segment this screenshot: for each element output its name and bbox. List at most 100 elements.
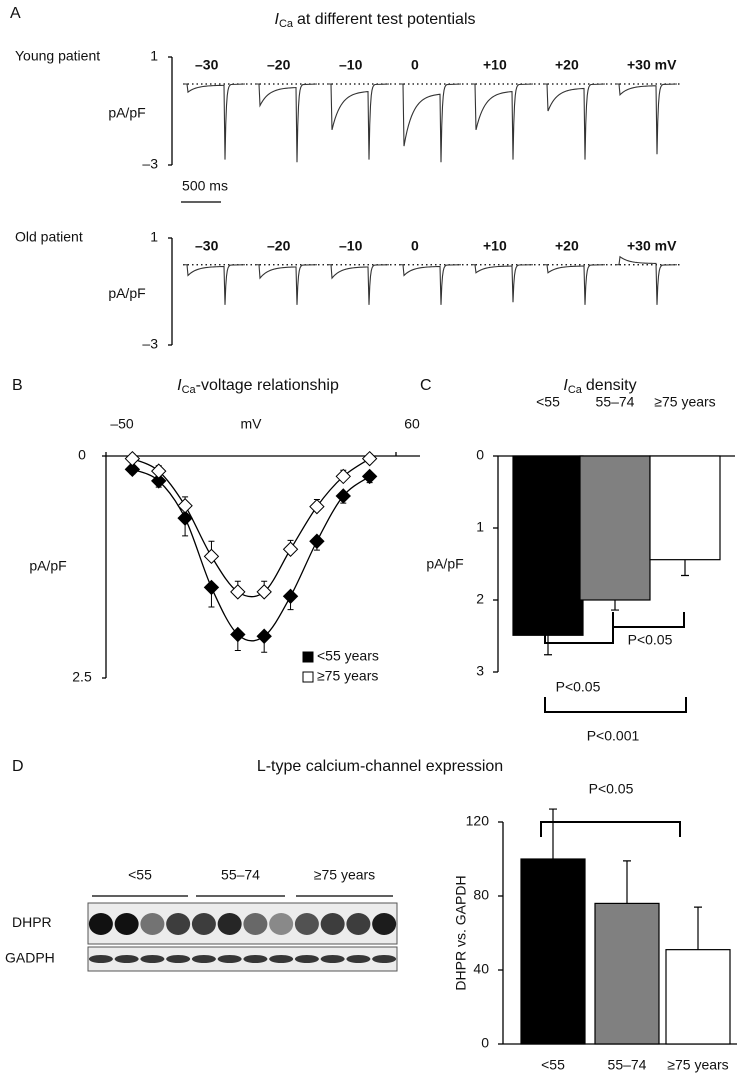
current-trace bbox=[543, 83, 606, 160]
marker bbox=[256, 584, 272, 600]
potential-label: +20 bbox=[555, 238, 579, 254]
potential-label: –20 bbox=[267, 57, 291, 73]
blot-band bbox=[166, 913, 191, 935]
row-label: GADPH bbox=[5, 950, 55, 966]
row-label: DHPR bbox=[12, 914, 52, 930]
y-tick-label: 1 bbox=[150, 48, 158, 64]
potential-label: 0 bbox=[411, 57, 419, 73]
scale-bar-label: 500 ms bbox=[182, 178, 228, 194]
series-curve bbox=[132, 468, 371, 642]
x-tick-label: <55 bbox=[541, 1057, 565, 1073]
potential-label: –20 bbox=[267, 238, 291, 254]
potential-label: –10 bbox=[339, 238, 363, 254]
title-text: -voltage relationship bbox=[196, 377, 339, 394]
y-tick-label: –3 bbox=[142, 156, 158, 172]
bar bbox=[594, 902, 660, 1045]
blot-band bbox=[294, 913, 319, 935]
potential-label: –30 bbox=[195, 57, 219, 73]
potential-label: 0 bbox=[411, 238, 419, 254]
blot-band bbox=[114, 913, 139, 935]
blot-band bbox=[243, 955, 268, 963]
blot-strip bbox=[87, 946, 398, 972]
chart-title: ICa-voltage relationship bbox=[177, 377, 339, 396]
current-trace bbox=[471, 264, 534, 303]
chart-title: ICa at different test potentials bbox=[275, 11, 476, 30]
bar bbox=[665, 949, 731, 1045]
blot-band bbox=[243, 913, 268, 935]
x-tick-label: ≥75 years bbox=[654, 394, 715, 410]
current-trace bbox=[615, 255, 678, 305]
significance-label: P<0.05 bbox=[589, 781, 634, 797]
potential-label: +30 mV bbox=[627, 238, 677, 254]
blot-band bbox=[166, 955, 191, 963]
error-bar bbox=[544, 635, 552, 656]
error-bar bbox=[623, 860, 631, 904]
blot-band bbox=[217, 913, 242, 935]
x-axis-label: mV bbox=[241, 416, 263, 432]
x-tick-label: ≥75 years bbox=[667, 1057, 728, 1073]
x-tick-label: 55–74 bbox=[608, 1057, 647, 1073]
blot-band bbox=[140, 913, 165, 935]
y-tick-label: 40 bbox=[473, 961, 489, 977]
bar bbox=[512, 455, 584, 636]
y-tick-label: 2.5 bbox=[72, 669, 92, 685]
blot-band bbox=[88, 913, 113, 935]
legend-label: <55 years bbox=[317, 648, 379, 664]
significance-bracket bbox=[612, 612, 685, 628]
group-label: Old patient bbox=[15, 229, 83, 245]
bar bbox=[649, 455, 721, 561]
x-tick-label: –50 bbox=[110, 416, 134, 432]
title-subscript: Ca bbox=[182, 384, 197, 396]
series-curve bbox=[132, 458, 370, 598]
group-label: ≥75 years bbox=[314, 867, 375, 883]
marker bbox=[309, 498, 325, 515]
blot-band bbox=[88, 955, 113, 963]
y-tick-label: 120 bbox=[466, 813, 490, 829]
x-tick-label: 60 bbox=[404, 416, 420, 432]
current-trace bbox=[327, 264, 390, 305]
group-label: Young patient bbox=[15, 48, 100, 64]
title-symbol: I bbox=[177, 377, 182, 394]
legend-label: ≥75 years bbox=[317, 668, 378, 684]
potential-label: +20 bbox=[555, 57, 579, 73]
group-label: <55 bbox=[128, 867, 152, 883]
current-trace bbox=[255, 264, 318, 305]
bar bbox=[520, 858, 586, 1045]
blot-band bbox=[191, 913, 216, 935]
blot-band bbox=[346, 913, 371, 935]
marker bbox=[177, 510, 193, 526]
blot-band bbox=[140, 955, 165, 963]
title-symbol: I bbox=[275, 11, 280, 28]
marker bbox=[282, 541, 299, 557]
y-tick-label: 0 bbox=[476, 447, 484, 463]
potential-label: –10 bbox=[339, 57, 363, 73]
potential-label: +10 bbox=[483, 57, 507, 73]
y-tick-label: 1 bbox=[150, 229, 158, 245]
significance-label: P<0.05 bbox=[556, 679, 601, 695]
current-trace bbox=[183, 83, 246, 160]
blot-band bbox=[269, 913, 294, 935]
blot-band bbox=[114, 955, 139, 963]
title-subscript: Ca bbox=[568, 384, 583, 396]
significance-label: P<0.001 bbox=[587, 728, 640, 744]
y-tick-label: 0 bbox=[481, 1035, 489, 1051]
blot-band bbox=[372, 913, 397, 935]
marker bbox=[256, 628, 272, 644]
current-trace bbox=[183, 264, 246, 305]
marker bbox=[177, 498, 193, 514]
current-trace bbox=[399, 83, 462, 163]
marker bbox=[282, 588, 299, 605]
significance-bracket bbox=[544, 628, 614, 644]
marker bbox=[309, 533, 325, 549]
panel-letter: A bbox=[10, 5, 21, 22]
marker bbox=[230, 584, 246, 600]
y-axis-label: pA/pF bbox=[108, 285, 145, 301]
blot-band bbox=[320, 913, 345, 935]
title-text: density bbox=[586, 377, 637, 394]
title-text: at different test potentials bbox=[297, 11, 475, 28]
marker bbox=[151, 473, 167, 489]
blot-band bbox=[294, 955, 319, 963]
bar bbox=[579, 455, 651, 601]
